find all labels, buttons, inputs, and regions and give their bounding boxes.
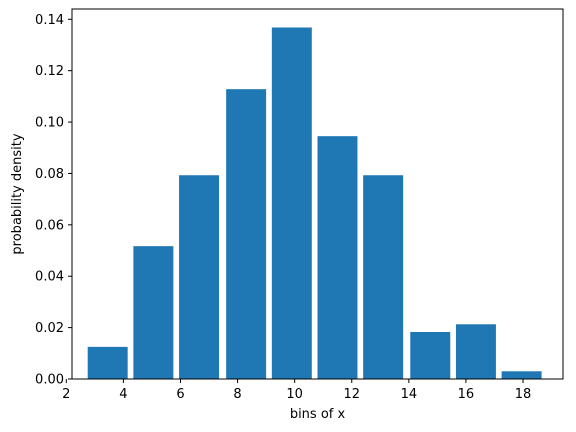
x-tick-label: 12: [343, 387, 360, 402]
bar-1: [87, 346, 128, 379]
y-tick-label: 0.06: [35, 218, 64, 233]
bar-4: [226, 89, 267, 380]
x-tick-label: 14: [401, 387, 418, 402]
y-tick-label: 0.02: [35, 321, 64, 336]
y-tick-label: 0.08: [35, 167, 64, 182]
x-axis-label: bins of x: [290, 407, 346, 422]
x-axis-ticks: 2 4 6 8 10 12 14 16 18: [62, 379, 531, 402]
bar-2: [133, 246, 174, 379]
x-tick-label: 6: [176, 387, 184, 402]
y-tick-label: 0.04: [35, 270, 64, 285]
y-axis-ticks: 0.00 0.02 0.04 0.06 0.08 0.10 0.12 0.14: [35, 13, 72, 388]
bars-group: [87, 27, 542, 380]
bar-10: [501, 371, 542, 379]
x-tick-label: 16: [458, 387, 475, 402]
bar-8: [410, 331, 451, 379]
bar-6: [317, 136, 358, 379]
x-tick-label: 18: [515, 387, 532, 402]
axes-frame: [71, 8, 564, 380]
y-tick-label: 0.00: [35, 373, 64, 388]
bar-9: [455, 324, 496, 379]
y-tick-label: 0.10: [35, 116, 64, 131]
x-tick-label: 8: [233, 387, 241, 402]
y-tick-label: 0.12: [35, 64, 64, 79]
bar-5: [271, 27, 312, 379]
bar-7: [363, 175, 404, 379]
y-axis-label: probability density: [10, 133, 25, 254]
x-tick-label: 10: [286, 387, 303, 402]
y-tick-label: 0.14: [35, 13, 64, 28]
x-tick-label: 2: [62, 387, 70, 402]
x-tick-label: 4: [119, 387, 127, 402]
bar-3: [179, 175, 220, 379]
